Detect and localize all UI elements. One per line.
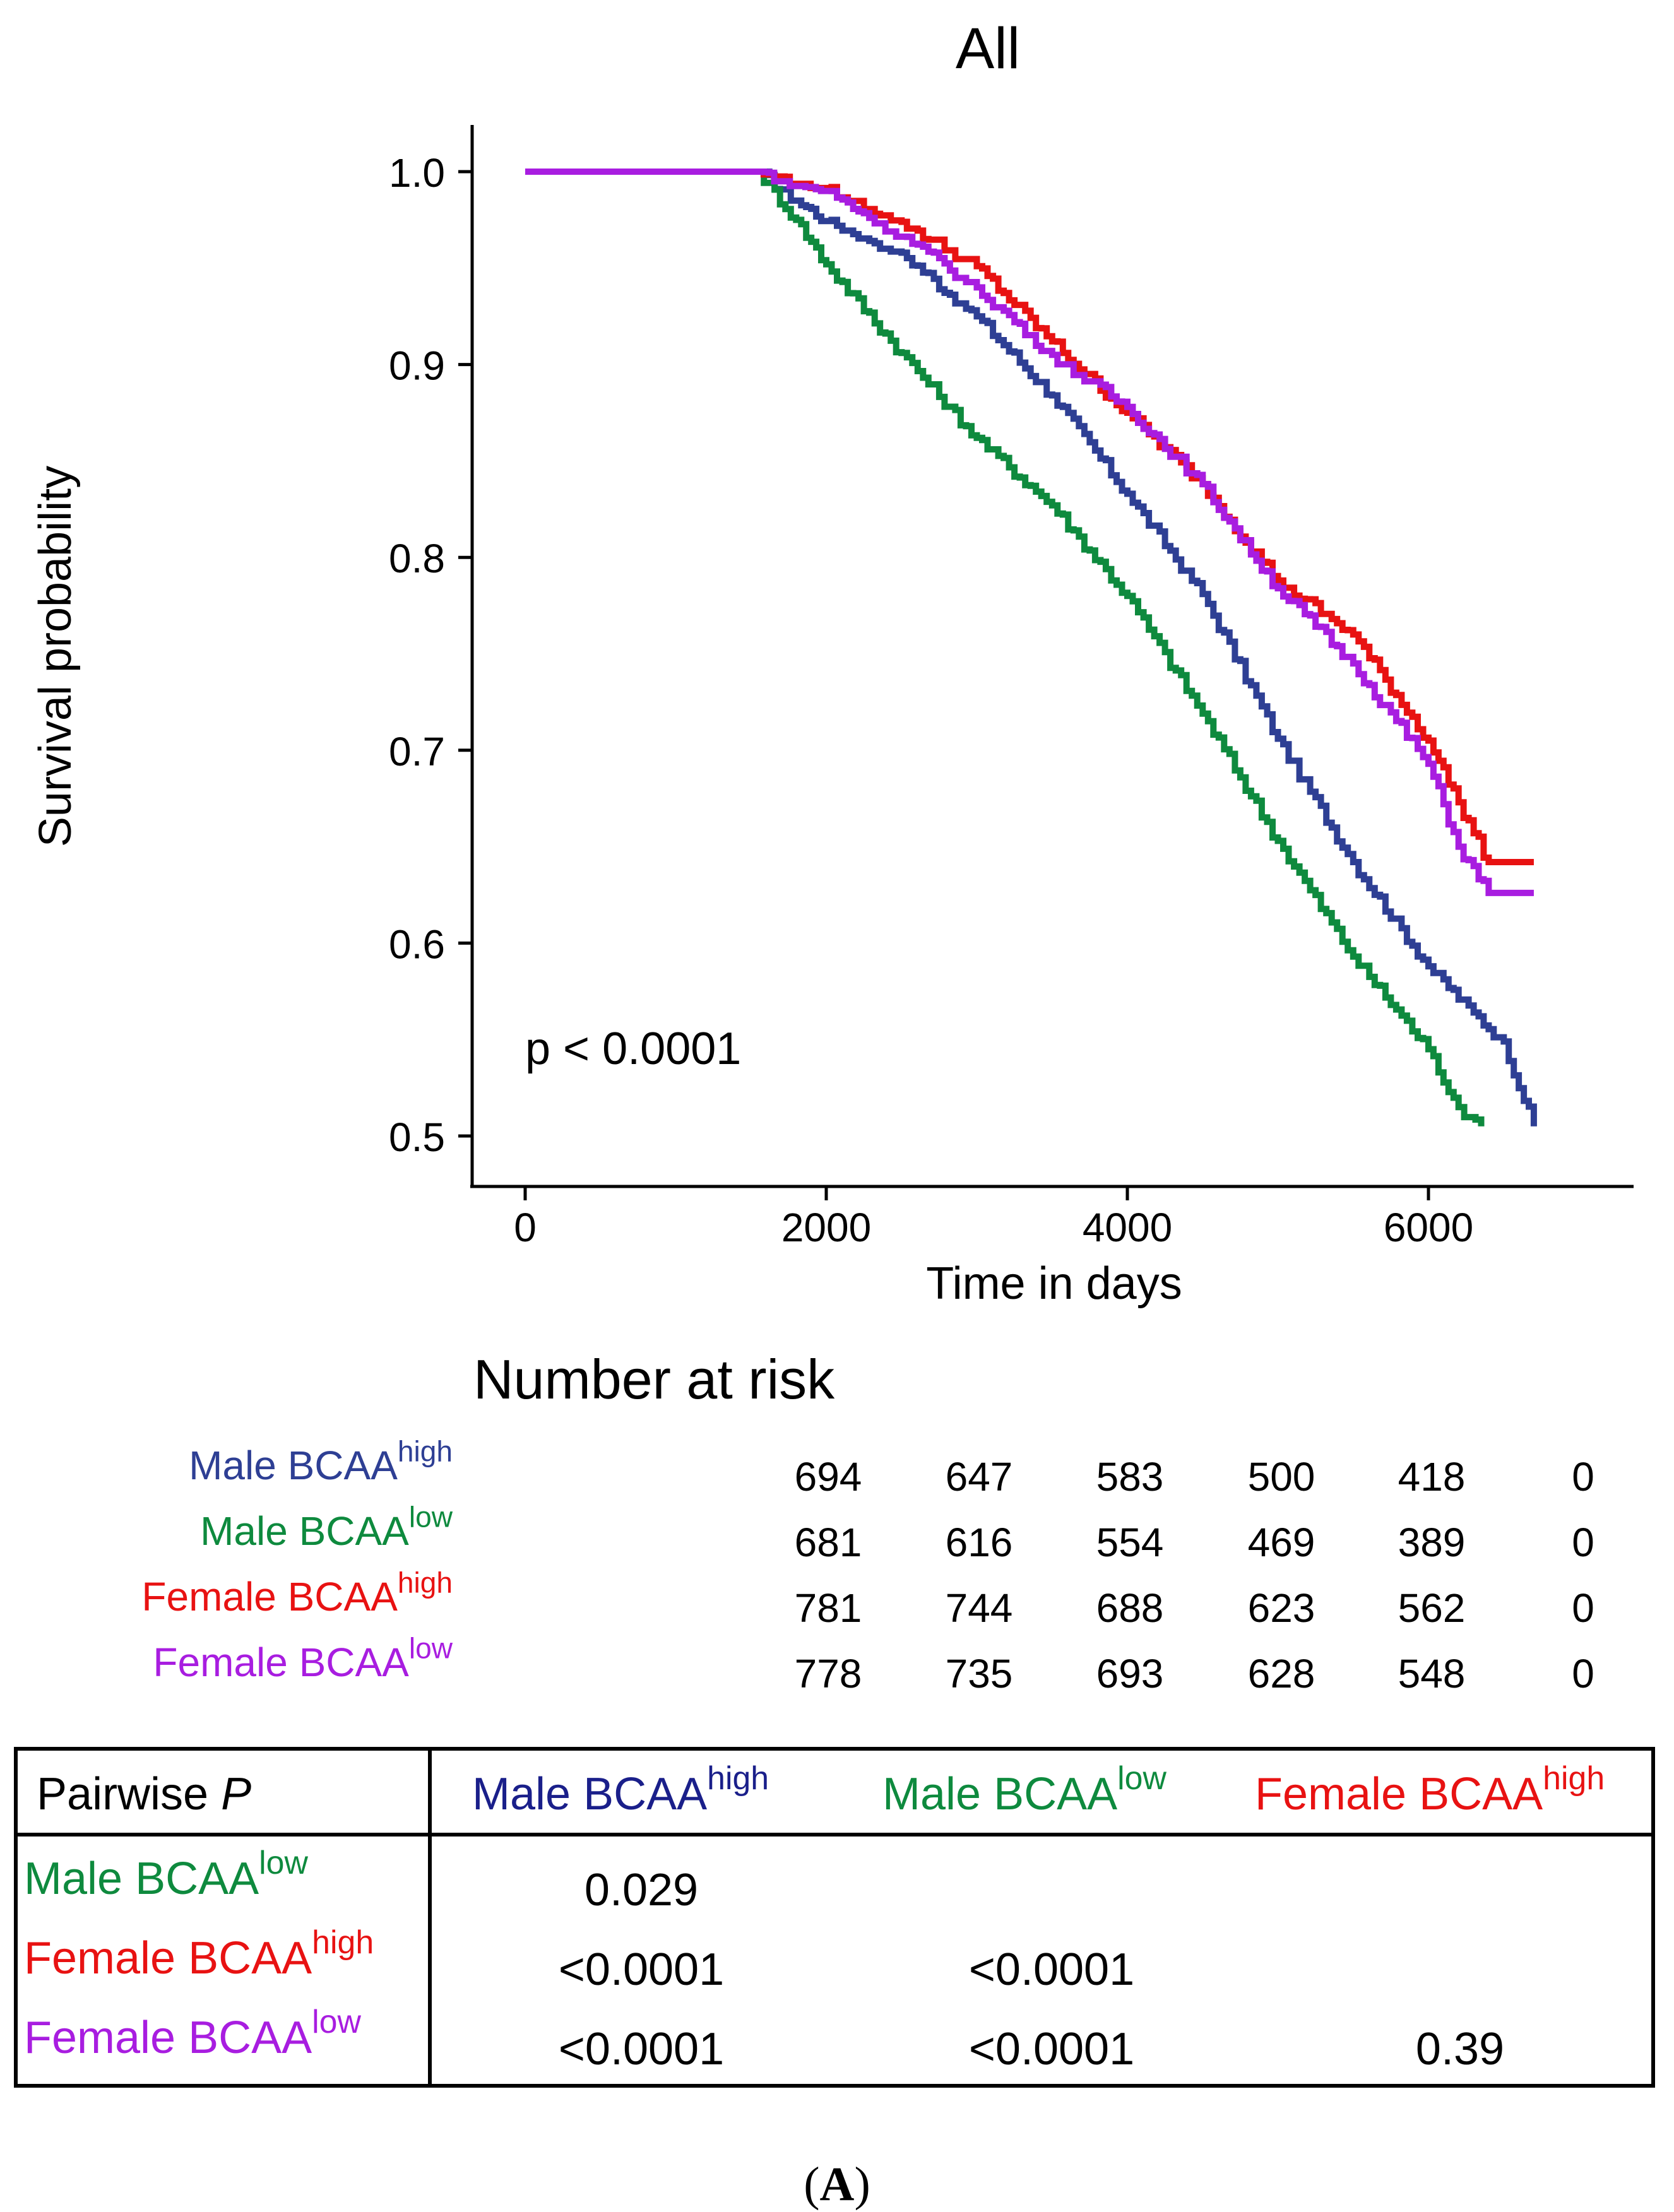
pairwise-row-header: Female BCAAlow [24, 2002, 361, 2063]
y-tick-label: 0.5 [389, 1115, 445, 1160]
survival-chart: All Survival probability Time in days 0.… [30, 16, 1634, 1309]
km-curve-male-bcaa-high [525, 169, 1537, 1127]
risk-table-title: Number at risk [473, 1348, 835, 1411]
risk-row-label: Female BCAAlow [153, 1631, 453, 1685]
pairwise-column-header: Male BCAAlow [882, 1759, 1166, 1819]
x-axis-label: Time in days [926, 1258, 1182, 1309]
risk-row-label: Male BCAAlow [200, 1500, 453, 1554]
pairwise-row-header: Male BCAAlow [24, 1843, 308, 1904]
y-tick-label: 0.7 [389, 729, 445, 774]
risk-count: 0 [1572, 1585, 1594, 1631]
risk-count: 548 [1398, 1651, 1466, 1696]
p-value-annotation: p < 0.0001 [525, 1024, 741, 1074]
x-tick-label: 2000 [781, 1205, 871, 1250]
pairwise-row-header: Female BCAAhigh [24, 1923, 374, 1984]
y-tick-label: 1.0 [389, 150, 445, 196]
x-tick-label: 0 [514, 1205, 537, 1250]
table-horizontal-divider [18, 1833, 1651, 1836]
risk-count: 735 [945, 1651, 1013, 1696]
pairwise-p-value: <0.0001 [968, 1944, 1135, 1995]
x-tick-label: 6000 [1384, 1205, 1473, 1250]
risk-count: 469 [1247, 1520, 1315, 1565]
risk-row-label: Female BCAAhigh [141, 1566, 453, 1619]
pairwise-p-table: Pairwise P Male BCAAhigh Male BCAAlow Fema… [14, 1747, 1655, 2088]
risk-count: 616 [945, 1520, 1013, 1565]
y-tick-label: 0.6 [389, 921, 445, 967]
pairwise-column-header: Male BCAAhigh [472, 1759, 769, 1819]
risk-count: 500 [1247, 1454, 1315, 1499]
risk-count: 781 [794, 1585, 862, 1631]
x-tick-label: 4000 [1083, 1205, 1172, 1250]
risk-count: 647 [945, 1454, 1013, 1499]
risk-count: 0 [1572, 1454, 1594, 1499]
risk-count: 628 [1247, 1651, 1315, 1696]
risk-count: 389 [1398, 1520, 1466, 1565]
risk-count: 623 [1247, 1585, 1315, 1631]
pairwise-p-value: <0.0001 [558, 2024, 725, 2074]
pairwise-p-value: <0.0001 [968, 2024, 1135, 2074]
risk-row-label: Male BCAAhigh [189, 1434, 453, 1488]
pairwise-p-value: <0.0001 [558, 1944, 725, 1995]
risk-count: 583 [1096, 1454, 1164, 1499]
risk-count: 693 [1096, 1651, 1164, 1696]
risk-count: 681 [794, 1520, 862, 1565]
pairwise-corner-label: Pairwise P [37, 1769, 252, 1819]
pairwise-p-value: 0.029 [584, 1865, 699, 1915]
pairwise-column-header: Female BCAAhigh [1255, 1759, 1605, 1819]
km-curve-female-bcaa-low [525, 169, 1534, 896]
chart-title: All [956, 16, 1020, 81]
risk-count: 0 [1572, 1520, 1594, 1565]
risk-count: 418 [1398, 1454, 1466, 1499]
risk-count: 0 [1572, 1651, 1594, 1696]
risk-count: 744 [945, 1585, 1013, 1631]
y-tick-label: 0.9 [389, 343, 445, 389]
risk-count: 694 [794, 1454, 862, 1499]
km-curve-female-bcaa-high [525, 169, 1534, 865]
risk-count: 554 [1096, 1520, 1164, 1565]
risk-count: 688 [1096, 1585, 1164, 1631]
risk-count: 562 [1398, 1585, 1466, 1631]
y-tick-label: 0.8 [389, 536, 445, 581]
y-axis-label: Survival probability [30, 466, 81, 847]
pairwise-p-value: 0.39 [1415, 2024, 1505, 2074]
figure-caption: (A) [804, 2158, 870, 2211]
table-vertical-divider [428, 1751, 432, 2084]
risk-count: 778 [794, 1651, 862, 1696]
km-curve-male-bcaa-low [525, 169, 1485, 1127]
